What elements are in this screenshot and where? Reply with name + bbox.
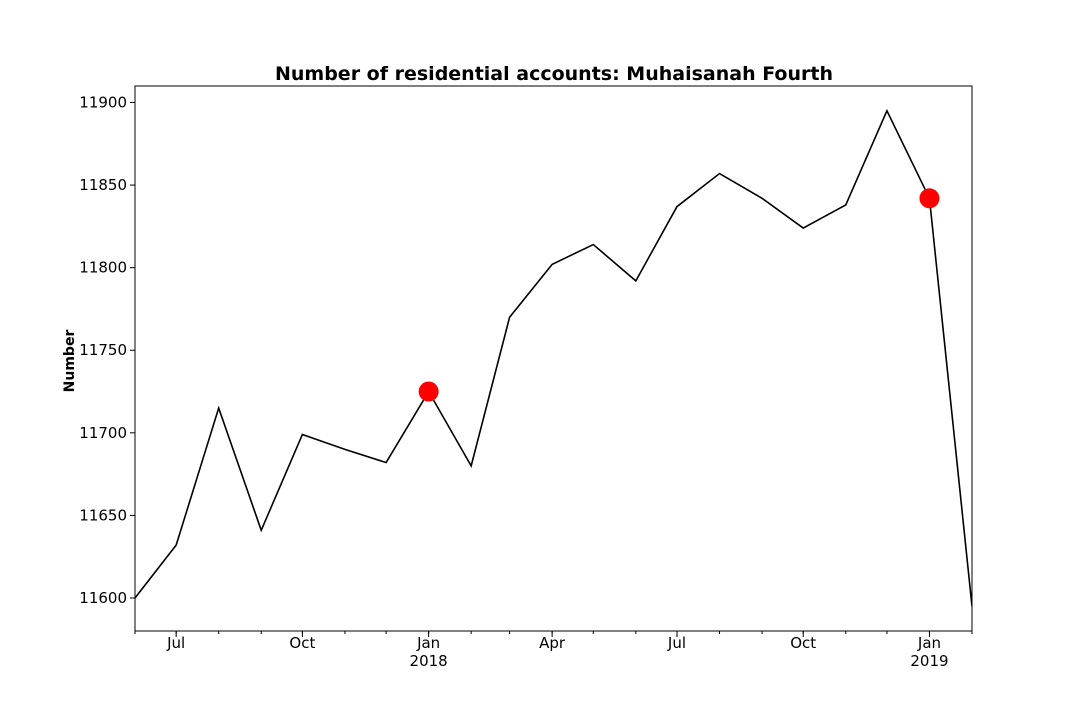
highlight-marker [418, 381, 439, 402]
x-tick-year-label: 2018 [410, 652, 448, 670]
x-tick-label: Apr [539, 634, 566, 652]
x-tick-year-label: 2019 [910, 652, 948, 670]
plot-area [135, 108, 972, 607]
x-tick-label: Oct [289, 634, 315, 652]
series-line [135, 108, 972, 607]
y-tick-label: 11700 [79, 424, 127, 442]
x-tick-label: Jul [166, 634, 185, 652]
y-axis-label: Number [62, 330, 78, 393]
x-tick-label: Jul [667, 634, 686, 652]
y-axis: 11600 11650 11700 11750 11800 11850 11900 [79, 94, 135, 607]
y-tick-label: 11750 [79, 341, 127, 359]
x-tick-label: Oct [790, 634, 816, 652]
y-tick-label: 11800 [79, 259, 127, 277]
chart-title: Number of residential accounts: Muhaisan… [275, 63, 833, 85]
x-tick-label: Jan [416, 634, 440, 652]
y-tick-label: 11900 [79, 94, 127, 112]
y-tick-label: 11600 [79, 589, 127, 607]
y-tick-label: 11650 [79, 506, 127, 524]
x-tick-label: Jan [917, 634, 941, 652]
axes-frame [134, 85, 973, 632]
highlight-marker [919, 188, 940, 209]
y-tick-label: 11850 [79, 176, 127, 194]
